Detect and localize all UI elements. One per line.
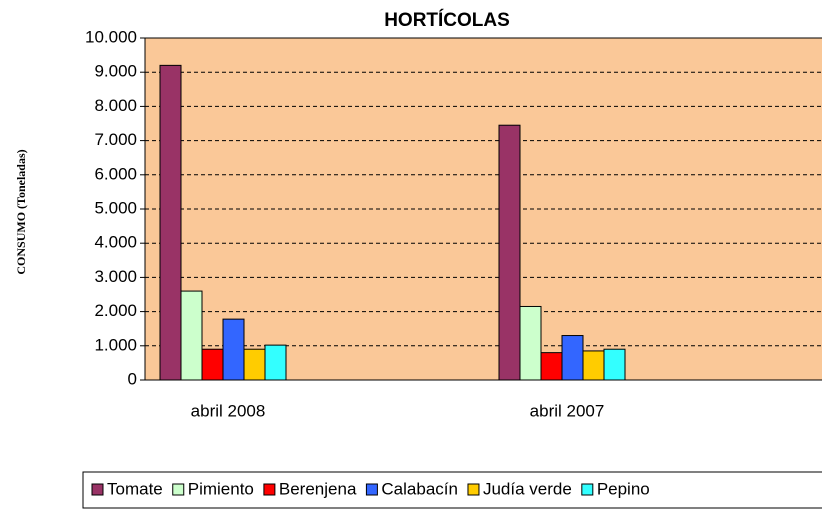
y-tick-label: 10.000 [85,27,137,46]
legend-label: Pimiento [188,479,254,498]
chart-title: HORTÍCOLAS [384,9,510,31]
bar [180,290,203,381]
bar [582,350,605,381]
bar [519,305,542,381]
y-tick-label: 7.000 [94,130,137,149]
y-tick-label: 4.000 [94,233,137,252]
x-tick-label: abril 2007 [530,401,605,420]
y-tick-label: 5.000 [94,198,137,217]
y-tick-label: 0 [128,369,137,388]
bar [603,348,626,381]
bar [561,335,584,381]
legend-swatch [172,483,185,496]
y-tick-label: 8.000 [94,96,137,115]
bar [222,318,245,381]
legend-label: Tomate [107,479,163,498]
bar [201,348,224,381]
bar [540,352,563,381]
legend-label: Pepino [597,479,650,498]
y-tick-label: 9.000 [94,62,137,81]
y-axis-label: CONSUMO (Toneladas) [14,149,28,274]
legend-box [82,471,822,509]
legend-label: Berenjena [279,479,357,498]
bar [159,64,182,381]
y-tick-label: 3.000 [94,267,137,286]
x-tick-label: abril 2008 [191,401,266,420]
legend-swatch [581,483,594,496]
legend-swatch [263,483,276,496]
y-tick-label: 1.000 [94,335,137,354]
bar [243,348,266,381]
bar [498,124,521,381]
y-tick-label: 2.000 [94,301,137,320]
legend-label: Calabacín [381,479,458,498]
legend-swatch [365,483,378,496]
legend-label: Judía verde [483,479,572,498]
legend-swatch [91,483,104,496]
y-tick-label: 6.000 [94,164,137,183]
bar [264,344,287,381]
legend-swatch [467,483,480,496]
